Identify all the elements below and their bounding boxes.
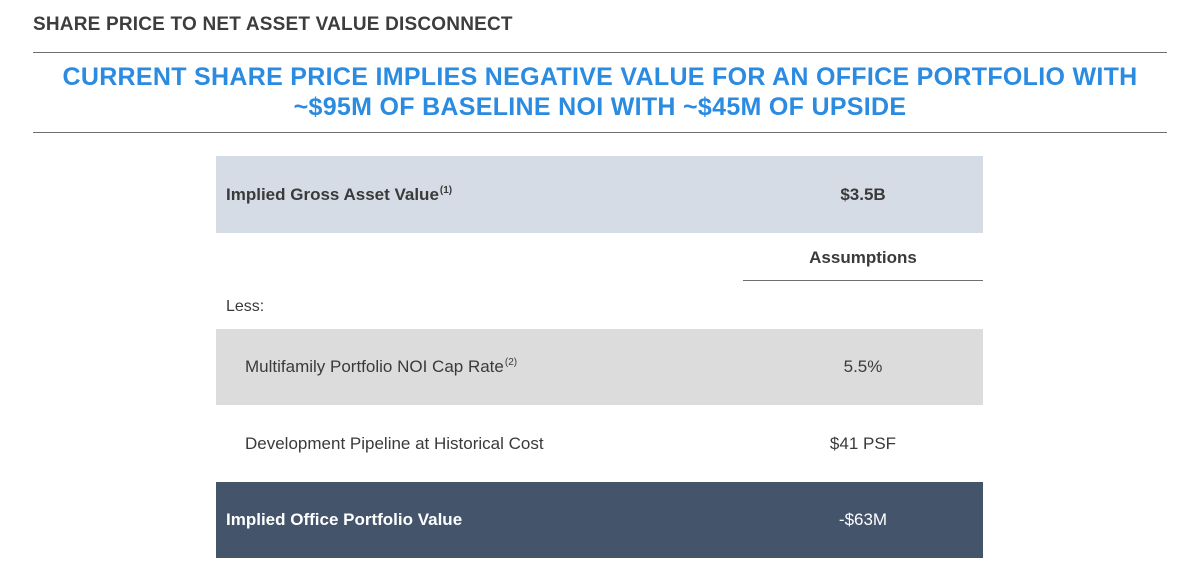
headline-line-1: CURRENT SHARE PRICE IMPLIES NEGATIVE VAL… — [62, 63, 1138, 91]
row-less: Less: — [216, 287, 983, 329]
row-assumptions-header: Assumptions — [216, 233, 983, 287]
development-pipeline-label: Development Pipeline at Historical Cost — [245, 433, 544, 453]
row-gross-asset-value: Implied Gross Asset Value(1) $3.5B — [216, 156, 983, 233]
multifamily-cap-rate-value: 5.5% — [843, 357, 883, 376]
headline-divider — [33, 132, 1167, 133]
assumptions-divider — [743, 280, 983, 281]
multifamily-cap-rate-label: Multifamily Portfolio NOI Cap Rate(2) — [245, 357, 518, 376]
row-development-pipeline: Development Pipeline at Historical Cost … — [216, 405, 983, 482]
row-office-portfolio-value: Implied Office Portfolio Value -$63M — [216, 482, 983, 558]
footnote-2: (2) — [504, 357, 518, 369]
footnote-1: (1) — [439, 184, 453, 196]
section-title: SHARE PRICE TO NET ASSET VALUE DISCONNEC… — [33, 14, 513, 35]
headline-line-2: ~$95M OF BASELINE NOI WITH ~$45M OF UPSI… — [293, 93, 907, 121]
assumptions-header: Assumptions — [809, 248, 917, 267]
office-portfolio-value: -$63M — [838, 510, 888, 529]
row-multifamily-cap-rate: Multifamily Portfolio NOI Cap Rate(2) 5.… — [216, 329, 983, 405]
gross-asset-value: $3.5B — [840, 184, 886, 204]
office-portfolio-label: Implied Office Portfolio Value — [226, 510, 463, 529]
valuation-table: Implied Gross Asset Value(1) $3.5B Assum… — [216, 156, 983, 558]
gross-asset-value-label: Implied Gross Asset Value(1) — [226, 184, 453, 204]
top-divider — [33, 52, 1167, 53]
headline: CURRENT SHARE PRICE IMPLIES NEGATIVE VAL… — [33, 62, 1167, 122]
development-pipeline-value: $41 PSF — [829, 433, 897, 453]
less-label: Less: — [226, 298, 265, 315]
